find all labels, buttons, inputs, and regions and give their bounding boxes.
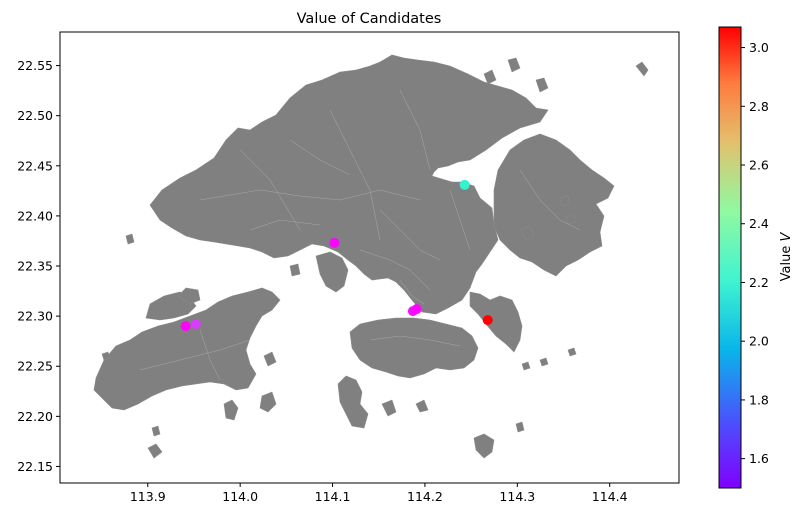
map-tung-ping-chau [635, 61, 649, 77]
map-islet [521, 361, 531, 371]
x-axis: 113.9 114.0 114.1 114.2 114.3 114.4 [130, 483, 628, 504]
scatter-point [329, 237, 340, 248]
x-tick-label: 114.1 [315, 489, 351, 504]
scatter-point [459, 179, 470, 190]
y-tick-label: 22.25 [17, 359, 53, 374]
scatter-point [180, 321, 191, 332]
map-peng-chau [263, 351, 277, 367]
y-tick-label: 22.55 [17, 58, 53, 73]
colorbar-tick-label: 1.8 [749, 392, 769, 407]
x-tick-label: 114.4 [592, 489, 628, 504]
map-lamma [337, 375, 369, 429]
map-islet [151, 425, 161, 437]
y-tick-label: 22.20 [17, 409, 53, 424]
colorbar-tick-label: 3.0 [749, 40, 769, 55]
colorbar-tick-label: 2.8 [749, 99, 769, 114]
scatter-point [482, 315, 493, 326]
map-islet [483, 69, 497, 85]
scatter-points [180, 179, 493, 332]
chart-title: Value of Candidates [297, 11, 442, 27]
map-background [93, 54, 649, 459]
scatter-point [190, 319, 201, 330]
map-clear-water-bay [469, 291, 523, 353]
colorbar-bar [718, 26, 742, 489]
colorbar-tick-label: 1.6 [749, 451, 769, 466]
map-district-boundaries [139, 89, 581, 381]
x-tick-label: 114.2 [407, 489, 443, 504]
map-islet [559, 195, 571, 207]
colorbar-tick-label: 2.0 [749, 334, 769, 349]
map-islet [519, 225, 535, 241]
map-sai-kung [493, 133, 615, 277]
y-tick-label: 22.30 [17, 309, 53, 324]
map-tsing-yi [315, 251, 349, 293]
y-axis: 22.15 22.20 22.25 22.30 22.35 22.40 22.45 22.50… [17, 58, 60, 474]
map-islet [567, 347, 577, 357]
map-airport-north [177, 287, 201, 305]
map-po-toi [473, 433, 495, 459]
map-islet [101, 351, 111, 361]
map-islet [415, 399, 429, 413]
map-islet [515, 421, 525, 433]
x-tick-label: 114.0 [222, 489, 258, 504]
map-islet [147, 443, 163, 459]
map-ma-wan [289, 263, 301, 277]
scatter-point [411, 304, 422, 315]
map-new-territories [149, 54, 549, 315]
x-tick-label: 114.3 [499, 489, 535, 504]
x-tick-label: 113.9 [130, 489, 166, 504]
map-islet [565, 213, 577, 225]
map-cheung-chau [223, 399, 239, 421]
map-islet [259, 391, 277, 413]
colorbar-tick-label: 2.4 [749, 216, 769, 231]
map-lantau [93, 287, 281, 411]
map-islet [381, 399, 397, 417]
colorbar-tick-label: 2.6 [749, 158, 769, 173]
map-islet [507, 57, 521, 73]
colorbar-tick-label: 2.2 [749, 275, 769, 290]
colorbar-label: Value V [779, 232, 794, 282]
y-tick-label: 22.40 [17, 208, 53, 223]
y-tick-label: 22.50 [17, 108, 53, 123]
colorbar-axis: 1.6 1.8 2.0 2.2 2.4 2.6 2.8 3.0 [741, 40, 769, 466]
y-tick-label: 22.45 [17, 158, 53, 173]
map-islet [535, 77, 549, 93]
y-tick-label: 22.15 [17, 459, 53, 474]
map-islet [125, 233, 135, 245]
y-tick-label: 22.35 [17, 259, 53, 274]
plot-frame [59, 31, 680, 484]
map-islet [539, 357, 549, 367]
map-hong-kong-island [349, 317, 479, 379]
